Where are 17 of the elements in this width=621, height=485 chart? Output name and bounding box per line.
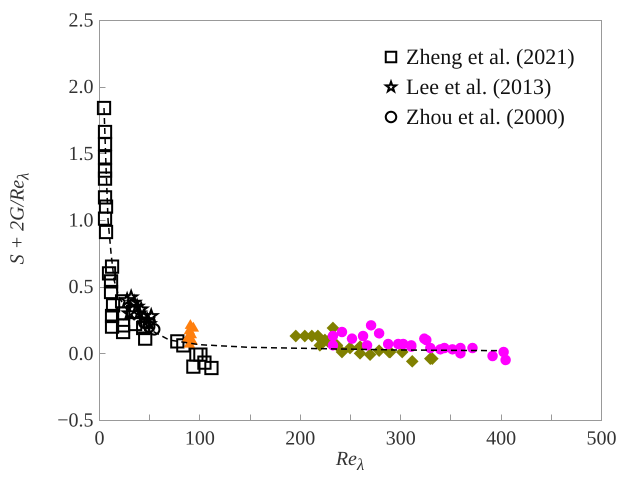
y-tick-label: 1.5 [68,142,94,165]
x-axis-title: Re$_{λ}$ [334,448,366,475]
y-tick-label: 0.0 [68,342,94,365]
legend-label: Lee et al. (2013) [406,74,552,99]
legend-label: Zhou et al. (2000) [406,104,565,129]
x-tick-label: 0 [94,428,104,450]
y-tick-label: 2.5 [68,10,94,32]
x-tick-label: 300 [386,428,416,450]
x-tick-label: 500 [586,428,616,450]
legend-label: Zheng et al. (2021) [406,44,575,69]
y-tick-label: 0.5 [68,276,94,298]
y-tick-label: 1.0 [68,210,94,232]
y-tick-label: −0.5 [57,410,94,432]
x-tick-label: 400 [486,428,516,450]
x-tick-label: 200 [285,428,316,450]
x-tick-label: 100 [184,428,215,450]
y-tick-label: 2.0 [68,76,94,98]
